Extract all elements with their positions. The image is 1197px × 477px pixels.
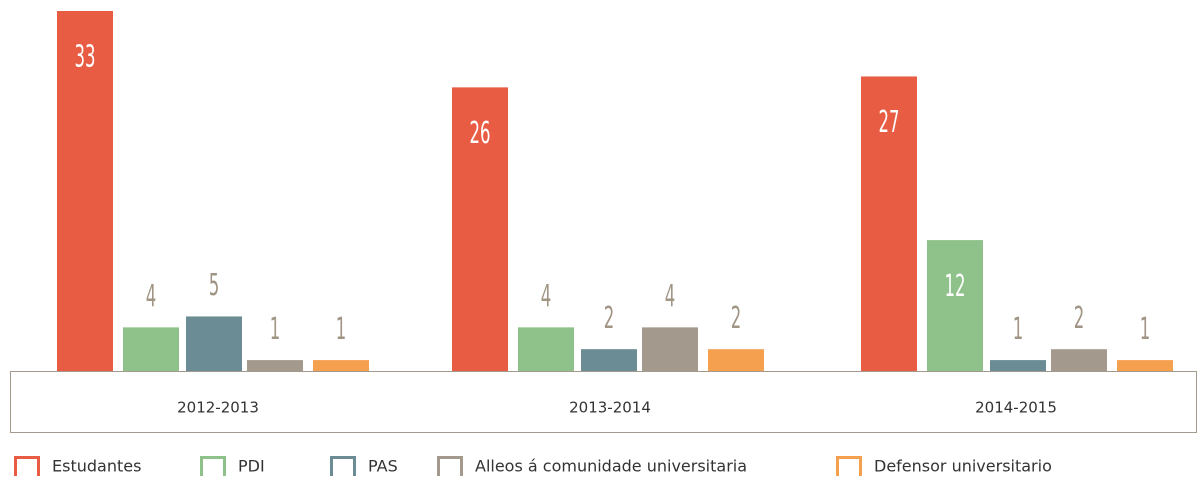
bar [642,327,698,371]
data-label: 4 [541,279,551,314]
data-label: 1 [1013,312,1023,347]
data-label: 33 [75,39,96,74]
legend-label: Alleos á comunidade universitaria [475,457,747,476]
bar [1051,349,1107,371]
data-label: 1 [336,312,346,347]
bar [708,349,764,371]
label-group: 4 [665,279,675,314]
x-tick-label: 2012-2013 [177,399,259,417]
label-group: 27 [879,105,900,140]
label-group: 5 [209,268,219,303]
data-label: 4 [665,279,675,314]
data-label: 27 [879,105,900,140]
label-group: 1 [1013,312,1023,347]
label-group: 26 [470,116,491,151]
data-label: 4 [146,279,156,314]
data-label: 2 [604,301,614,336]
legend-label: Defensor universitario [874,457,1052,476]
bar [186,316,242,371]
label-group: 33 [75,39,96,74]
bar [313,360,369,371]
legend-label: Estudantes [52,457,141,476]
data-label: 2 [1074,301,1085,336]
label-group: 2 [604,301,614,336]
legend-swatch [836,456,862,476]
data-label: 26 [470,116,491,151]
bar [861,76,917,372]
bar [247,360,303,371]
label-group: 2 [1074,301,1085,336]
bar [452,87,508,371]
bar [990,360,1046,371]
bar [1117,360,1173,371]
data-label: 2 [731,301,741,336]
bar [927,240,983,371]
bar [123,327,179,371]
label-group: 12 [945,269,966,304]
legend-label: PAS [368,457,398,476]
label-group: 1 [270,312,280,347]
label-group: 4 [541,279,551,314]
bar [518,327,574,371]
data-label: 12 [945,269,966,304]
data-label: 5 [209,268,219,303]
label-group: 1 [336,312,346,347]
label-group: 4 [146,279,156,314]
bar [57,11,113,371]
data-label: 1 [270,312,280,347]
data-label: 1 [1140,312,1151,347]
legend-swatch [14,456,40,476]
legend-swatch [437,456,463,476]
bar [581,349,637,371]
x-tick-label: 2013-2014 [569,399,651,417]
legend-label: PDI [238,457,265,476]
legend-swatch [330,456,356,476]
legend-swatch [200,456,226,476]
label-group: 2 [731,301,741,336]
x-tick-label: 2014-2015 [975,399,1057,417]
label-group: 1 [1140,312,1151,347]
